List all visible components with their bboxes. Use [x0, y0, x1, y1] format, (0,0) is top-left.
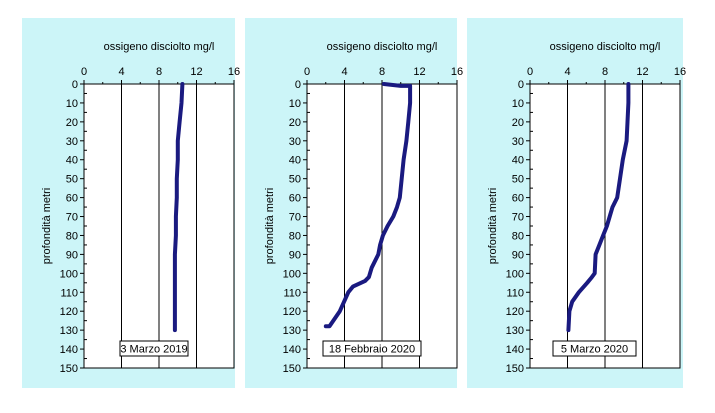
y-tick-label: 150	[283, 363, 301, 375]
y-tick-label: 40	[512, 155, 524, 167]
y-tick-label: 0	[295, 79, 301, 91]
x-tick-label: 16	[674, 66, 686, 78]
y-tick-label: 150	[506, 363, 524, 375]
y-tick-label: 140	[283, 344, 301, 356]
y-tick-label: 70	[289, 212, 301, 224]
y-tick-label: 50	[66, 174, 78, 186]
x-tick-label: 8	[379, 66, 385, 78]
x-tick-label: 4	[341, 66, 347, 78]
y-tick-label: 100	[60, 268, 78, 280]
y-tick-label: 90	[66, 249, 78, 261]
x-tick-label: 8	[156, 66, 162, 78]
chart-title: ossigeno disciolto mg/l	[550, 41, 661, 53]
y-tick-label: 80	[289, 230, 301, 242]
y-tick-label: 120	[506, 306, 524, 318]
y-tick-label: 140	[506, 344, 524, 356]
y-tick-label: 70	[66, 212, 78, 224]
date-label-box	[322, 340, 422, 357]
x-tick-label: 16	[451, 66, 463, 78]
chart-title: ossigeno disciolto mg/l	[327, 41, 438, 53]
y-tick-label: 110	[506, 287, 524, 299]
y-tick-label: 100	[283, 268, 301, 280]
y-tick-label: 0	[518, 79, 524, 91]
y-tick-label: 80	[512, 230, 524, 242]
y-tick-label: 60	[66, 193, 78, 205]
x-tick-label: 0	[527, 66, 533, 78]
y-tick-label: 30	[289, 136, 301, 148]
y-tick-label: 60	[512, 193, 524, 205]
y-tick-label: 110	[60, 287, 78, 299]
date-label: 5 Marzo 2020	[561, 344, 628, 356]
y-tick-label: 40	[66, 155, 78, 167]
x-tick-label: 16	[228, 66, 240, 78]
y-tick-label: 90	[512, 249, 524, 261]
y-tick-label: 80	[66, 230, 78, 242]
y-axis-label: profondità metri	[487, 188, 499, 264]
y-tick-label: 90	[289, 249, 301, 261]
x-tick-label: 12	[413, 66, 425, 78]
x-tick-label: 0	[81, 66, 87, 78]
y-tick-label: 10	[289, 98, 301, 110]
chart-2: ossigeno disciolto mg/l 0 4 8 12 16 0 10 20 30 40 5…	[245, 18, 463, 388]
y-tick-label: 30	[66, 136, 78, 148]
x-tick-label: 4	[118, 66, 124, 78]
x-tick-label: 12	[636, 66, 648, 78]
date-label: 18 Febbraio 2020	[329, 344, 415, 356]
x-tick-label: 12	[190, 66, 202, 78]
y-tick-label: 130	[283, 325, 301, 337]
y-axis-label: profondità metri	[264, 188, 276, 264]
y-tick-label: 50	[512, 174, 524, 186]
chart-3: ossigeno disciolto mg/l 0 4 8 12 16 0 10 20 30 40 5…	[467, 18, 686, 388]
y-tick-label: 20	[289, 117, 301, 129]
series-line	[566, 82, 631, 333]
date-label: 3 Marzo 2019	[120, 344, 187, 356]
y-tick-label: 70	[512, 212, 524, 224]
date-label-box	[119, 340, 189, 357]
y-tick-label: 60	[289, 193, 301, 205]
y-tick-label: 0	[72, 79, 78, 91]
y-tick-label: 40	[289, 155, 301, 167]
y-tick-label: 50	[289, 174, 301, 186]
series-line	[323, 82, 413, 329]
y-tick-label: 150	[60, 363, 78, 375]
y-tick-label: 140	[60, 344, 78, 356]
y-tick-label: 30	[512, 136, 524, 148]
y-tick-label: 20	[512, 117, 524, 129]
y-tick-label: 130	[60, 325, 78, 337]
chart-1: ossigeno disciolto mg/l 0 4 8 12 16 0 10 20 30 40 5…	[22, 18, 240, 388]
date-label-box	[552, 340, 637, 357]
y-axis-label: profondità metri	[41, 188, 53, 264]
chart-title: ossigeno disciolto mg/l	[104, 41, 215, 53]
y-tick-label: 120	[283, 306, 301, 318]
y-tick-label: 10	[512, 98, 524, 110]
y-tick-label: 110	[283, 287, 301, 299]
y-tick-label: 130	[506, 325, 524, 337]
y-tick-label: 10	[66, 98, 78, 110]
x-tick-label: 4	[564, 66, 570, 78]
x-tick-label: 0	[304, 66, 310, 78]
y-tick-label: 20	[66, 117, 78, 129]
y-tick-label: 100	[506, 268, 524, 280]
x-tick-label: 8	[602, 66, 608, 78]
y-tick-label: 120	[60, 306, 78, 318]
series-line	[172, 82, 185, 333]
